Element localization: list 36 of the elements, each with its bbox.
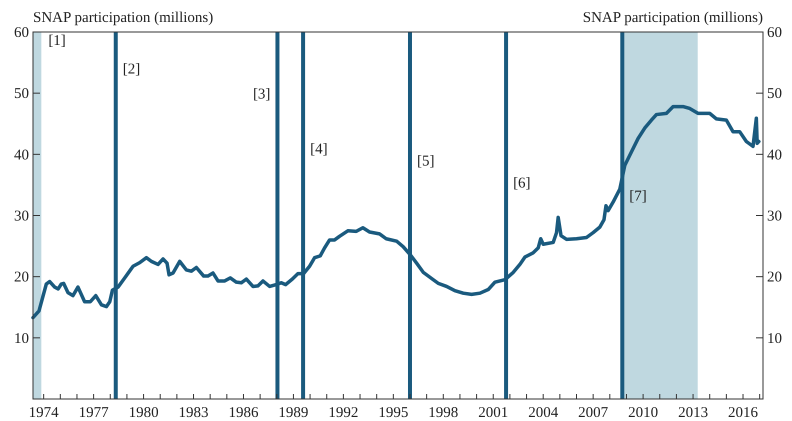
annotation: [7] <box>629 188 647 205</box>
y2-tick-label: 60 <box>767 25 782 41</box>
x-tick-label: 2016 <box>728 405 759 421</box>
x-tick-label: 1995 <box>378 405 408 421</box>
y-tick-label: 20 <box>14 270 29 286</box>
x-tick-label: 2010 <box>628 405 658 421</box>
y-tick-label: 60 <box>14 25 29 41</box>
x-tick-label: 1977 <box>78 405 110 421</box>
annotation: [3] <box>252 86 270 102</box>
y-tick-label: 10 <box>14 330 29 347</box>
x-tick-label: 2013 <box>678 405 708 421</box>
annotation: [4] <box>310 141 328 158</box>
x-tick-label: 1983 <box>178 405 209 421</box>
x-tick-label: 1986 <box>228 405 259 421</box>
x-tick-label: 1974 <box>28 405 60 421</box>
x-tick-label: 2004 <box>528 405 559 421</box>
y2-tick-label: 20 <box>767 270 782 286</box>
y2-axis-title: SNAP participation (millions) <box>582 10 764 26</box>
y-tick-label: 30 <box>14 208 29 224</box>
x-tick-label: 1998 <box>428 405 458 421</box>
x-tick-label: 1989 <box>278 405 308 421</box>
annotation: [6] <box>513 176 531 192</box>
annotation: [1] <box>48 33 66 50</box>
x-tick-label: 1980 <box>128 405 159 421</box>
x-tick-label: 2007 <box>578 405 609 421</box>
y2-tick-label: 30 <box>767 208 782 224</box>
y-axis-title: SNAP participation (millions) <box>33 10 214 26</box>
y2-tick-label: 50 <box>767 86 782 102</box>
y2-tick-label: 10 <box>767 330 782 347</box>
y2-tick-label: 40 <box>767 147 782 164</box>
annotation: [5] <box>416 154 434 170</box>
y-tick-label: 50 <box>14 86 29 102</box>
y-tick-label: 40 <box>14 147 29 164</box>
x-tick-label: 2001 <box>478 405 508 421</box>
annotation: [2] <box>122 61 140 78</box>
x-tick-label: 1992 <box>328 405 358 421</box>
